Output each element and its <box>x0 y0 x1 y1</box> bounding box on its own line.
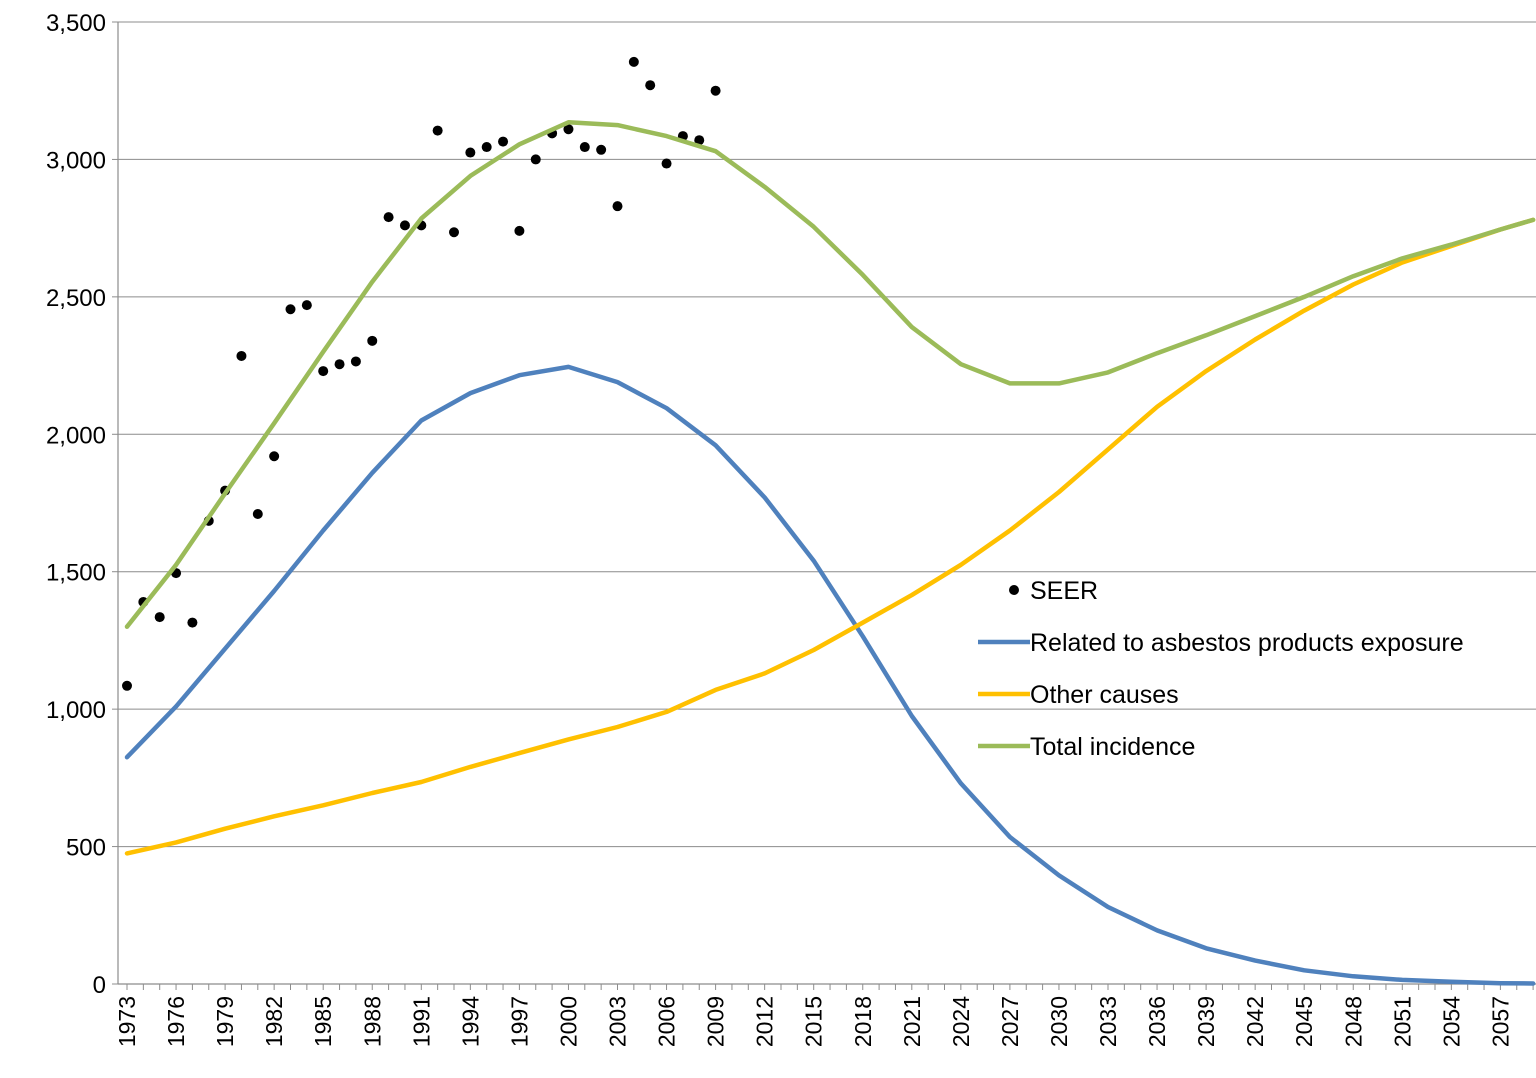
seer-point <box>710 85 721 96</box>
legend: SEER Related to asbestos products exposur… <box>978 577 1464 761</box>
x-tick-label: 2042 <box>1242 996 1268 1047</box>
legend-item: Total incidence <box>978 733 1195 761</box>
seer-point <box>432 125 443 136</box>
x-tick-label: 2021 <box>899 996 925 1047</box>
x-tick-label: 1991 <box>408 996 434 1047</box>
series <box>122 56 1536 986</box>
x-tick-label: 2015 <box>801 996 827 1047</box>
x-tick-label: 1985 <box>310 996 336 1047</box>
seer-point <box>579 142 590 153</box>
x-tick-label: 1994 <box>457 996 483 1047</box>
x-tick-label: 2039 <box>1193 996 1219 1047</box>
x-tick-label: 2024 <box>948 996 974 1047</box>
seer-point <box>481 142 492 153</box>
x-tick-label: 2027 <box>997 996 1023 1047</box>
seer-point <box>269 451 280 462</box>
x-tick-label: 2009 <box>703 996 729 1047</box>
seer-point <box>399 220 410 231</box>
gridlines <box>118 21 1536 848</box>
legend-item: Other causes <box>978 681 1179 709</box>
seer-point <box>498 136 509 147</box>
x-tick-label: 2018 <box>850 996 876 1047</box>
y-tick-label: 2,500 <box>46 285 106 312</box>
legend-label: Related to asbestos products exposure <box>1030 629 1464 657</box>
series-line-3 <box>124 120 1536 629</box>
y-tick-label: 0 <box>93 972 106 999</box>
y-tick-label: 3,000 <box>46 147 106 174</box>
y-tick-label: 500 <box>66 835 106 862</box>
x-tick-label: 1976 <box>163 996 189 1047</box>
x-axis-tick-labels: 1973 1976 1979 1982 1985 1988 1991 1994 1997 2000… <box>114 996 1513 1047</box>
x-tick-label: 1988 <box>359 996 385 1047</box>
axes <box>112 21 1536 990</box>
legend-label: SEER <box>1030 577 1098 605</box>
seer-point <box>350 356 361 367</box>
y-tick-label: 1,000 <box>46 697 106 724</box>
series-seer-points <box>122 56 721 691</box>
seer-point <box>628 56 639 67</box>
seer-point <box>252 508 263 519</box>
x-tick-label: 2012 <box>752 996 778 1047</box>
seer-point <box>514 225 525 236</box>
x-tick-label: 2054 <box>1438 996 1464 1047</box>
x-tick-label: 2045 <box>1291 996 1317 1047</box>
legend-item: Related to asbestos products exposure <box>978 629 1464 657</box>
seer-point <box>530 154 541 165</box>
seer-point <box>285 304 296 315</box>
x-tick-label: 1982 <box>261 996 287 1047</box>
seer-point <box>334 359 345 370</box>
seer-point <box>301 300 312 311</box>
seer-point <box>318 366 329 377</box>
x-tick-label: 2003 <box>605 996 631 1047</box>
seer-point <box>645 80 656 91</box>
seer-point <box>236 350 247 361</box>
x-tick-label: 1973 <box>114 996 140 1047</box>
legend-marker <box>1009 585 1019 595</box>
seer-point <box>367 335 378 346</box>
seer-point <box>596 144 607 155</box>
x-tick-label: 2057 <box>1487 996 1513 1047</box>
y-tick-label: 1,500 <box>46 560 106 587</box>
legend-label: Other causes <box>1030 681 1179 709</box>
seer-point <box>612 201 623 212</box>
y-tick-label: 3,500 <box>46 10 106 37</box>
y-tick-label: 2,000 <box>46 422 106 449</box>
x-tick-label: 2048 <box>1340 996 1366 1047</box>
x-tick-label: 2000 <box>555 996 581 1047</box>
seer-point <box>383 212 394 223</box>
seer-point <box>563 124 574 135</box>
legend-item: SEER <box>1009 577 1098 605</box>
series-line-1 <box>124 364 1536 986</box>
x-tick-label: 2036 <box>1144 996 1170 1047</box>
seer-point <box>465 147 476 158</box>
seer-point <box>694 135 705 146</box>
seer-point <box>661 158 672 169</box>
x-tick-label: 2033 <box>1095 996 1121 1047</box>
x-tick-label: 1979 <box>212 996 238 1047</box>
seer-point <box>154 612 165 623</box>
x-tick-label: 1997 <box>506 996 532 1047</box>
seer-point <box>449 227 459 238</box>
seer-point <box>122 680 132 691</box>
seer-point <box>187 617 198 628</box>
x-tick-label: 2051 <box>1389 996 1415 1047</box>
x-tick-label: 2006 <box>654 996 680 1047</box>
x-tick-label: 2030 <box>1046 996 1072 1047</box>
y-axis-tick-labels: 0 500 1,000 1,500 2,000 2,500 3,000 3,500 <box>46 10 106 999</box>
legend-label: Total incidence <box>1030 733 1195 761</box>
series-line-2 <box>124 217 1536 856</box>
